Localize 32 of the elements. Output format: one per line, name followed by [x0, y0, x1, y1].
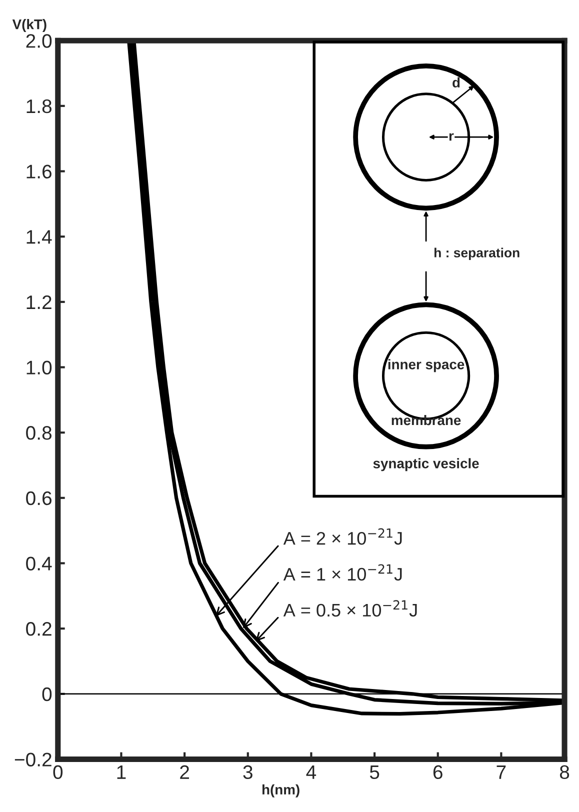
y-tick-label: −0.2	[14, 752, 52, 766]
y-tick-label: 0.2	[26, 622, 52, 636]
y-tick-label: 0	[42, 687, 52, 702]
y-tick-label: 1.0	[26, 360, 52, 374]
annotation: membrane	[392, 414, 461, 426]
annotation: A = 2 × 10$^{−21}$J	[283, 528, 402, 545]
x-tick-label: 3	[243, 765, 252, 780]
y-tick-label: 2.0	[26, 34, 52, 48]
x-tick-label: 2	[180, 765, 189, 779]
y-tick-label: 1.6	[26, 164, 52, 178]
y-tick-label: 1.8	[26, 99, 52, 114]
x-tick-label: 5	[370, 765, 380, 780]
y-tick-label: 1.2	[26, 295, 52, 309]
y-tick-label: 0.4	[26, 556, 52, 570]
annotation: A = 1 × 10$^{−21}$J	[283, 564, 402, 581]
x-tick-label: 8	[560, 765, 570, 780]
annotation: synaptic vesicle	[373, 458, 479, 472]
annotation: inner space	[388, 359, 464, 372]
y-axis-title: V(kT)	[12, 19, 46, 32]
y-tick-label: 0.6	[26, 491, 52, 506]
x-tick-label: 7	[496, 765, 506, 779]
x-tick-label: 0	[53, 765, 63, 780]
x-axis-title: h(nm)	[262, 784, 300, 798]
annotation: A = 0.5 × 10$^{−21}$J	[283, 600, 417, 617]
annotation: r	[449, 133, 454, 141]
annotation: d	[452, 77, 460, 88]
x-tick-label: 6	[433, 765, 442, 780]
y-tick-label: 0.8	[26, 426, 52, 440]
x-tick-label: 4	[306, 765, 316, 779]
annotation: h : separation	[434, 248, 520, 260]
y-tick-label: 1.4	[26, 230, 52, 244]
x-tick-label: 1	[117, 765, 126, 779]
